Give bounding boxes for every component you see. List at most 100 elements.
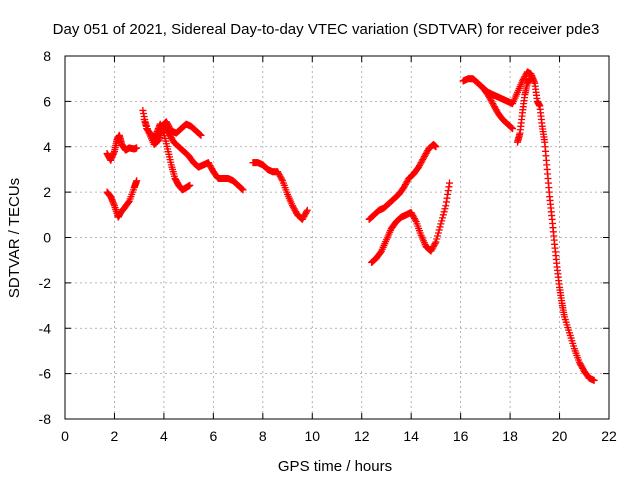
data-point <box>415 163 423 171</box>
data-point <box>488 98 496 106</box>
y-tick-label: -2 <box>39 275 52 291</box>
data-point <box>576 360 584 368</box>
x-axis-label: GPS time / hours <box>278 458 392 475</box>
data-point <box>418 157 426 165</box>
data-point <box>288 202 296 210</box>
data-point <box>401 181 409 189</box>
data-point <box>196 131 204 139</box>
series-seg-b-middle <box>140 116 247 194</box>
data-point <box>422 150 430 158</box>
data-point <box>578 363 586 371</box>
data-point <box>434 232 442 240</box>
data-point <box>238 185 246 193</box>
data-point <box>420 154 428 162</box>
data-point <box>400 184 408 192</box>
data-point <box>420 153 428 161</box>
data-point <box>275 171 283 179</box>
x-tick-label: 18 <box>502 428 518 444</box>
series-seg-e-branch <box>479 84 517 133</box>
data-point <box>518 77 526 85</box>
x-tick-label: 8 <box>259 428 267 444</box>
data-point <box>436 223 444 231</box>
data-point <box>208 165 216 173</box>
data-point <box>487 97 495 105</box>
data-point <box>206 162 214 170</box>
x-tick-label: 22 <box>601 428 617 444</box>
data-point <box>301 211 309 219</box>
data-point <box>509 125 517 133</box>
data-point <box>277 174 285 182</box>
data-point <box>204 159 212 167</box>
data-point <box>508 124 516 132</box>
data-point <box>298 215 306 223</box>
data-point <box>403 178 411 186</box>
data-point <box>430 241 438 249</box>
data-point <box>303 208 311 216</box>
data-point <box>162 118 170 126</box>
data-point <box>195 130 203 138</box>
data-point <box>276 172 284 180</box>
x-tick-label: 10 <box>304 428 320 444</box>
data-point <box>154 137 162 145</box>
data-point <box>491 104 499 112</box>
data-point <box>163 119 171 127</box>
series-seg-b-lower <box>152 120 194 194</box>
data-point <box>289 203 297 211</box>
data-point <box>408 210 416 218</box>
data-point <box>432 143 440 151</box>
data-point <box>521 72 529 80</box>
data-point <box>274 169 282 177</box>
data-point <box>133 177 141 185</box>
data-point <box>168 135 176 143</box>
data-point <box>205 160 213 168</box>
data-point <box>427 247 435 255</box>
grid <box>65 56 609 419</box>
data-point <box>490 101 498 109</box>
series-seg-c <box>249 159 311 223</box>
series-seg-e-spike <box>514 75 534 146</box>
data-point <box>402 179 410 187</box>
x-tick-label: 4 <box>160 428 168 444</box>
y-tick-label: 4 <box>43 139 51 155</box>
data-point <box>124 198 132 206</box>
data-point <box>428 246 436 254</box>
data-point <box>432 238 440 246</box>
data-point <box>166 131 174 139</box>
data-point <box>429 244 437 252</box>
data-point <box>526 75 534 83</box>
data-point <box>415 162 423 170</box>
data-point <box>435 226 443 234</box>
y-axis-label: SDTVAR / TECUs <box>6 178 23 298</box>
data-point <box>410 213 418 221</box>
data-point <box>485 92 493 100</box>
data-point <box>153 137 161 145</box>
data-point <box>300 212 308 220</box>
y-tick-label: 8 <box>43 48 51 64</box>
series-seg-d-lower <box>368 179 454 266</box>
data-point <box>434 229 442 237</box>
series-seg-a-lower <box>103 177 141 221</box>
data-point <box>133 144 141 152</box>
data-point <box>441 205 449 213</box>
data-point <box>486 95 494 103</box>
data-point <box>437 220 445 228</box>
data-point <box>590 376 598 384</box>
data-point <box>303 206 311 214</box>
y-tick-label: 0 <box>43 230 51 246</box>
x-tick-label: 14 <box>403 428 419 444</box>
data-point <box>492 106 500 114</box>
data-point <box>274 168 282 176</box>
x-tick-label: 6 <box>209 428 217 444</box>
data-point <box>439 211 447 219</box>
data-point <box>490 103 498 111</box>
x-tick-label: 20 <box>552 428 568 444</box>
data-point <box>485 94 493 102</box>
data-point <box>446 179 454 187</box>
y-tick-label: 6 <box>43 93 51 109</box>
data-point <box>416 160 424 168</box>
y-tick-label: -4 <box>39 320 52 336</box>
data-point <box>429 243 437 251</box>
data-point <box>237 184 245 192</box>
data-point <box>520 74 528 82</box>
